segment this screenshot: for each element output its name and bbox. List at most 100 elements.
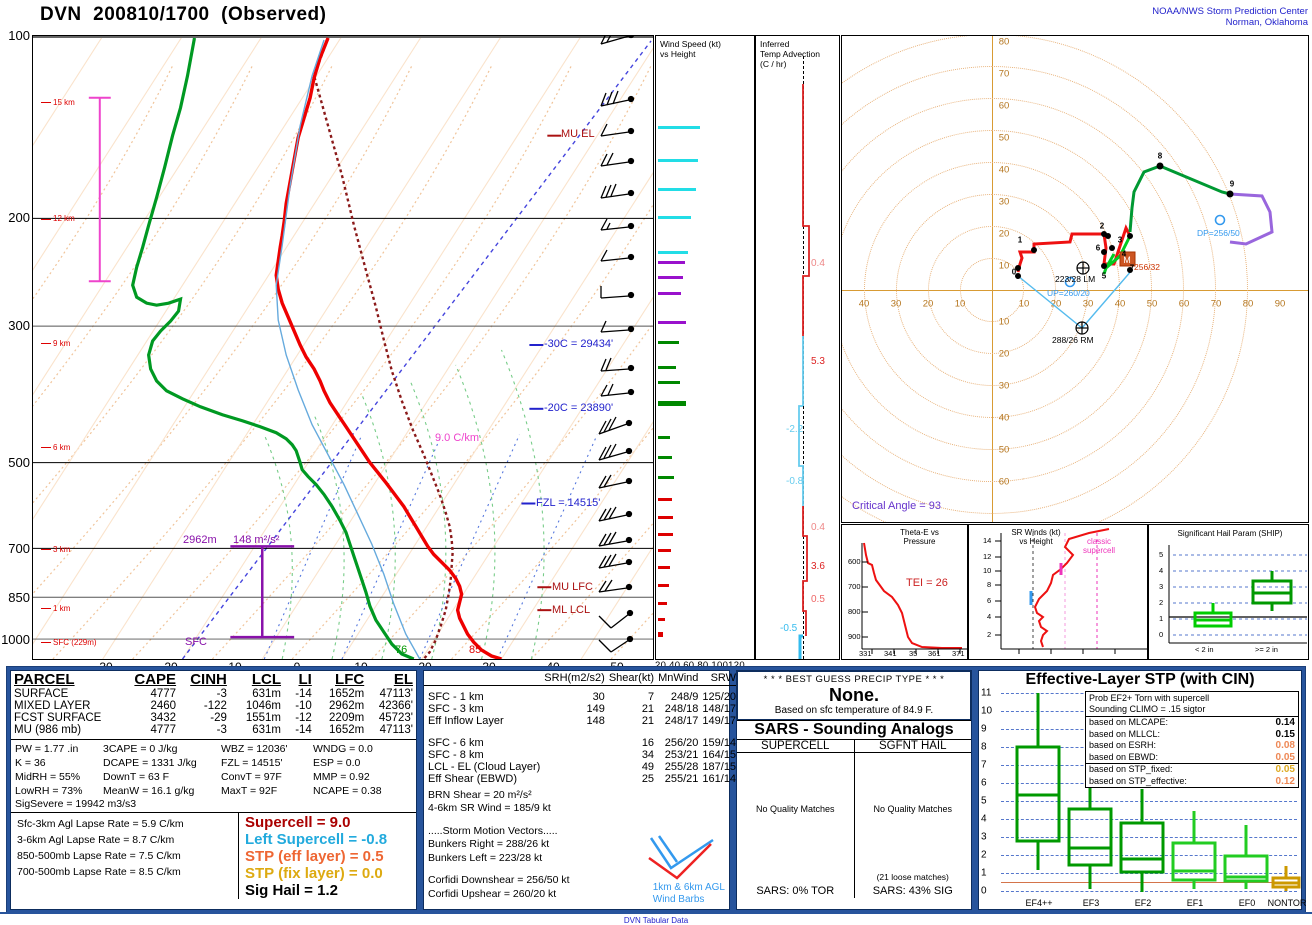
shear-shear: 21 [641,702,655,715]
shear-mnwind: 248/17 [664,714,699,727]
prob-header-line2: Sounding CLIMO = .15 sigtor [1089,704,1206,714]
lapse-rate-700-500mb: 700-500mb Lapse Rate = 8.5 C/km [17,866,181,878]
index-dcape: DCAPE = 1331 J/kg [103,757,197,769]
hodograph-xtick: 60 [1178,298,1190,310]
wind-speed-panel[interactable]: Wind Speed (kt) vs Height [655,35,755,660]
prob-value: 0.14 [1275,717,1295,728]
sars-hail-column[interactable]: SGFNT HAIL No Quality Matches (21 loose … [853,740,971,898]
tabular-data-link[interactable]: DVN Tabular Data [623,916,689,925]
height-label-3km: 3 km [53,545,71,554]
page-title: DVN 200810/1700 (Observed) [40,4,327,25]
thetae-panel[interactable]: Theta-E vs Pressure TEI = 26 600 700 800… [841,524,968,660]
ml-lcl-label: ML LCL [552,604,591,616]
parcel-el: 45723' [378,712,413,724]
minus20c-label: -20C = 23890' [544,402,614,414]
table-row[interactable]: MIXED LAYER 2460 -122 1046m -10 2962m 42… [11,700,416,712]
thetae-xtick: 361 [928,649,941,658]
prob-label: based on MLCAPE: [1089,717,1169,727]
prob-label: based on STP_effective: [1089,775,1187,786]
prob-label: based on STP_fixed: [1089,764,1173,774]
parcel-cinh: -3 [216,724,227,736]
hodograph-point-9: 9 [1229,179,1235,189]
pressure-label-500: 500 [8,455,30,470]
shear-srh [544,761,609,773]
table-row[interactable]: SFC - 8 km 34 253/21 164/15 [424,749,740,761]
shear-srw: 164/15 [702,748,737,761]
shear-srw: 148/17 [702,702,737,715]
prob-value: 0.12 [1275,775,1295,787]
stp-ytick-4: 4 [981,813,987,825]
sr-winds-panel[interactable]: SR Winds (kt) vs Height classic supercel… [968,524,1148,660]
shear-layer: Eff Shear (EBWD) [428,772,518,785]
hodograph-ytick: 60 [998,100,1010,112]
pressure-label-1000: 1000 [1,632,30,647]
sars-supercell-column[interactable]: SUPERCELL No Quality Matches SARS: 0% TO… [737,740,854,898]
parcel-cape: 4777 [150,688,177,700]
sr-winds-ytick: 12 [983,552,992,561]
hodograph-xtick: 20 [922,298,934,310]
table-row[interactable]: FCST SURFACE 3432 -29 1551m -12 2209m 45… [11,712,416,724]
hodograph-point-4: 4 [1121,249,1127,259]
col-srw: SRW [710,672,737,684]
table-row[interactable]: SURFACE 4777 -3 631m -14 1652m 47113' [11,688,416,700]
temp-advection-value: -0.8 [786,476,804,487]
hodograph-xtick: 10 [1018,298,1030,310]
prob-value: 0.05 [1275,764,1295,775]
ship-panel[interactable]: Significant Hail Param (SHIP) 5 [1148,524,1309,660]
shear-shear: 25 [641,772,655,785]
table-row[interactable]: Eff Inflow Layer 148 21 248/17 149/17 [424,715,740,727]
tei-label: TEI = 26 [906,577,948,589]
lapse-rate-list: Sfc-3km Agl Lapse Rate = 5.9 C/km 3-6km … [11,813,239,899]
hodograph-panel[interactable]: 40 30 20 10 10 20 30 40 50 60 70 80 90 8… [841,35,1309,523]
bottom-rule [0,912,1312,914]
hodograph-xtick: 20 [1050,298,1062,310]
prob-row: based on ESRH: 0.08 [1086,740,1298,752]
parcel-name: SURFACE [14,688,69,700]
index-sigsevere: SigSevere = 19942 m3/s3 [15,798,137,810]
hodograph-xtick: 80 [1242,298,1254,310]
prob-value: 0.08 [1275,740,1295,751]
shear-table: SRH(m2/s2) Shear(kt) MnWind SRW SFC - 1 … [424,671,741,785]
table-row-mu[interactable]: MU (986 mb) 4777 -3 631m -14 1652m 47113… [11,724,416,736]
table-row[interactable]: SFC - 6 km 16 256/20 159/14 [424,737,740,749]
classic-supercell-label: classic supercell [1082,537,1115,555]
temp-advection-value: 0.4 [811,522,825,533]
precip-type-value: None. [828,685,879,705]
stp-panel: Effective-Layer STP (with CIN) 11 10 9 8… [978,670,1306,910]
temp-advection-value: 0.5 [811,594,825,605]
sars-hail-header: SGFNT HAIL [854,740,971,753]
spc-credit-line1: NOAA/NWS Storm Prediction Center [1152,6,1308,17]
wind-speed-bar [658,159,698,162]
table-row[interactable]: SFC - 1 km 30 7 248/9 125/20 [424,691,740,703]
height-label-9km: 9 km [53,339,71,348]
stp-xtick-ef4: EF4++ [1025,898,1053,908]
wind-speed-bar [658,602,667,605]
shear-srh: 149 [586,702,605,715]
eff-inflow-base-label: SFC [185,636,207,648]
surface-dewpoint-label: 76 [395,644,408,656]
spc-credit: NOAA/NWS Storm Prediction Center Norman,… [1152,6,1308,28]
stp-boxplot-chart[interactable]: 11 10 9 8 7 6 5 4 3 2 1 0 [979,688,1306,909]
stp-ytick-2: 2 [981,849,987,861]
table-row[interactable]: SFC - 3 km 149 21 248/18 148/17 [424,703,740,715]
eff-inflow-srh-label: 148 m²/s² [233,534,280,546]
corfidi-downshear: Corfidi Downshear = 256/50 kt [428,874,570,886]
hodograph-point-0: 0 [1011,267,1017,277]
parcel-cinh: -122 [203,700,227,712]
skewt-diagram[interactable]: 15 km 12 km 9 km 6 km 3 km 1 km SFC (229… [32,35,654,660]
table-row[interactable]: Eff Shear (EBWD) 25 255/21 161/14 [424,773,740,785]
stp-ytick-8: 8 [981,741,987,753]
hodograph-ytick: 10 [998,316,1010,328]
shear-srw: 161/14 [702,772,737,785]
parcel-lcl: 1551m [245,712,282,724]
parameter-dashboard: PARCEL CAPE CINH LCL LI LFC EL SURFACE 4… [6,666,1306,914]
index-3cape: 3CAPE = 0 J/kg [103,743,178,755]
col-li: LI [298,671,312,688]
height-tick-9km [41,343,51,344]
thetae-ytick: 700 [848,582,861,591]
table-row[interactable]: LCL - EL (Cloud Layer) 49 255/28 187/15 [424,761,740,773]
temp-advection-panel[interactable]: Inferred Temp Advection (C / hr) 0.4 5.3… [755,35,840,660]
index-mmp: MMP = 0.92 [313,771,370,783]
wind-speed-bar [658,251,688,254]
pressure-label-300: 300 [8,318,30,333]
